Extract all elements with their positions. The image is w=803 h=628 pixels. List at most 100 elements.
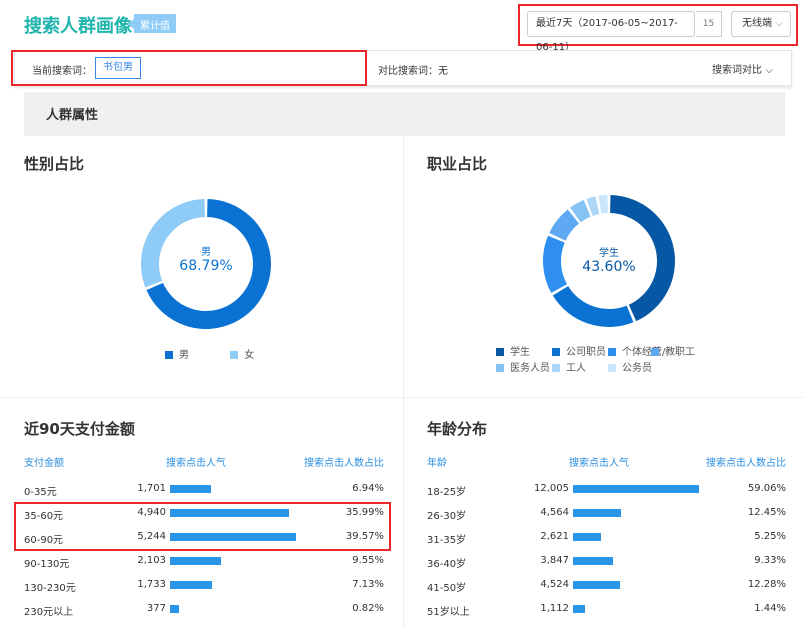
gender-legend: 男 女 bbox=[165, 346, 254, 361]
legend-swatch bbox=[552, 364, 560, 372]
gender-center-value: 68.79% bbox=[179, 258, 233, 274]
row-label: 230元以上 bbox=[24, 607, 74, 618]
section-header: 人群属性 bbox=[24, 92, 785, 136]
search-term-bar bbox=[14, 50, 792, 86]
gender-center-label: 男 bbox=[201, 247, 211, 258]
legend-swatch bbox=[496, 364, 504, 372]
row-popularity: 377 bbox=[146, 603, 166, 614]
row-popularity: 4,524 bbox=[540, 579, 569, 590]
gender-title: 性别占比 bbox=[24, 155, 85, 173]
popularity-bar bbox=[573, 509, 621, 517]
popularity-bar bbox=[170, 605, 180, 613]
row-popularity: 5,244 bbox=[137, 531, 166, 542]
payment-title: 近90天支付金额 bbox=[24, 420, 135, 438]
donut-slice-工人[interactable] bbox=[586, 196, 600, 216]
legend-item[interactable]: 男 bbox=[165, 350, 189, 361]
compare-button-label: 搜索词对比 bbox=[712, 65, 762, 76]
chevron-down-icon: ⌵ bbox=[775, 18, 783, 29]
row-popularity: 1,733 bbox=[137, 579, 166, 590]
legend-swatch bbox=[165, 351, 173, 359]
row-popularity: 2,621 bbox=[540, 531, 569, 542]
legend-label: 公务员 bbox=[622, 363, 652, 374]
age-title: 年龄分布 bbox=[427, 420, 488, 438]
column-header: 搜索点击人气 bbox=[166, 458, 226, 469]
legend-swatch bbox=[651, 348, 659, 356]
row-popularity: 1,701 bbox=[137, 483, 166, 494]
popularity-bar bbox=[573, 581, 621, 589]
occupation-center-value: 43.60% bbox=[582, 259, 636, 275]
table-row: 18-25岁 12,005 59.06% bbox=[427, 483, 786, 498]
row-percent: 39.57% bbox=[345, 531, 384, 542]
row-label: 90-130元 bbox=[24, 559, 70, 570]
donut-slice-公司职员[interactable] bbox=[552, 286, 634, 327]
legend-item[interactable]: 个体经营/ bbox=[608, 345, 665, 361]
device-select[interactable]: 无线端 ⌵ bbox=[731, 11, 791, 37]
divider bbox=[0, 397, 803, 398]
highlight-box bbox=[11, 50, 367, 86]
column-header: 年龄 bbox=[427, 458, 447, 469]
row-percent: 59.06% bbox=[747, 483, 786, 494]
row-popularity: 1,112 bbox=[540, 603, 569, 614]
row-label: 0-35元 bbox=[24, 487, 57, 498]
table-row: 26-30岁 4,564 12.45% bbox=[427, 507, 786, 522]
row-popularity: 4,940 bbox=[137, 507, 166, 518]
table-row: 41-50岁 4,524 12.28% bbox=[427, 579, 786, 594]
table-row: 60-90元 5,244 39.57% bbox=[24, 531, 384, 546]
occupation-donut bbox=[543, 195, 675, 327]
legend-item[interactable]: 公务员 bbox=[608, 361, 652, 377]
popularity-bar bbox=[170, 557, 221, 565]
legend-label: 教职工 bbox=[665, 347, 695, 358]
table-row: 0-35元 1,701 6.94% bbox=[24, 483, 384, 498]
popularity-bar bbox=[170, 533, 296, 541]
table-row: 31-35岁 2,621 5.25% bbox=[427, 531, 786, 546]
popularity-bar bbox=[170, 509, 289, 517]
legend-label: 女 bbox=[244, 350, 255, 361]
page-title: 搜索人群画像 bbox=[24, 16, 132, 37]
legend-item[interactable]: 工人 bbox=[552, 361, 586, 377]
compare-term-label: 对比搜索词：无 bbox=[378, 66, 448, 77]
row-percent: 1.44% bbox=[754, 603, 786, 614]
date-range-select[interactable]: 最近7天（2017-06-05~2017-06-11） bbox=[527, 11, 695, 53]
legend-swatch bbox=[496, 348, 504, 356]
calendar-icon[interactable]: 15 bbox=[696, 11, 722, 37]
row-label: 31-35岁 bbox=[427, 535, 467, 546]
gender-donut bbox=[141, 199, 271, 329]
donut-slice-学生[interactable] bbox=[610, 195, 675, 322]
divider bbox=[403, 136, 404, 628]
legend-swatch bbox=[608, 364, 616, 372]
legend-label: 公司职员 bbox=[566, 347, 606, 358]
current-term-tag[interactable]: 书包男 bbox=[95, 57, 141, 79]
legend-item[interactable]: 公司职员 bbox=[552, 345, 606, 361]
occupation-center-label: 学生 bbox=[599, 248, 619, 259]
row-popularity: 4,564 bbox=[540, 507, 569, 518]
row-label: 36-40岁 bbox=[427, 559, 467, 570]
calendar-day: 15 bbox=[702, 19, 715, 29]
donut-slice-女[interactable] bbox=[141, 199, 205, 288]
table-row: 230元以上 377 0.82% bbox=[24, 603, 384, 618]
row-percent: 7.13% bbox=[352, 579, 384, 590]
donut-slice-教职工[interactable] bbox=[549, 209, 579, 241]
donut-slice-个体经营/[interactable] bbox=[543, 235, 567, 293]
highlight-box bbox=[518, 4, 798, 46]
legend-swatch bbox=[230, 351, 239, 359]
donut-slice-医务人员[interactable] bbox=[570, 200, 591, 223]
popularity-bar bbox=[170, 581, 212, 589]
cumulative-badge: 累计值 bbox=[128, 14, 176, 33]
occupation-title: 职业占比 bbox=[427, 155, 488, 173]
legend-item[interactable]: 教职工 bbox=[651, 345, 695, 361]
row-popularity: 12,005 bbox=[534, 483, 569, 494]
row-label: 60-90元 bbox=[24, 535, 64, 546]
compare-button[interactable]: 搜索词对比 ⌵ bbox=[712, 61, 773, 76]
legend-item[interactable]: 女 bbox=[230, 350, 254, 361]
legend-item[interactable]: 医务人员 bbox=[496, 361, 550, 377]
current-term-label: 当前搜索词： bbox=[32, 66, 92, 77]
table-row: 35-60元 4,940 35.99% bbox=[24, 507, 384, 522]
chevron-down-icon: ⌵ bbox=[765, 65, 773, 76]
row-label: 51岁以上 bbox=[427, 607, 470, 618]
legend-item[interactable]: 学生 bbox=[496, 345, 530, 361]
popularity-bar bbox=[573, 605, 585, 613]
popularity-bar bbox=[573, 485, 699, 493]
legend-label: 男 bbox=[179, 350, 189, 361]
row-label: 41-50岁 bbox=[427, 583, 467, 594]
donut-slice-公务员[interactable] bbox=[598, 195, 608, 214]
